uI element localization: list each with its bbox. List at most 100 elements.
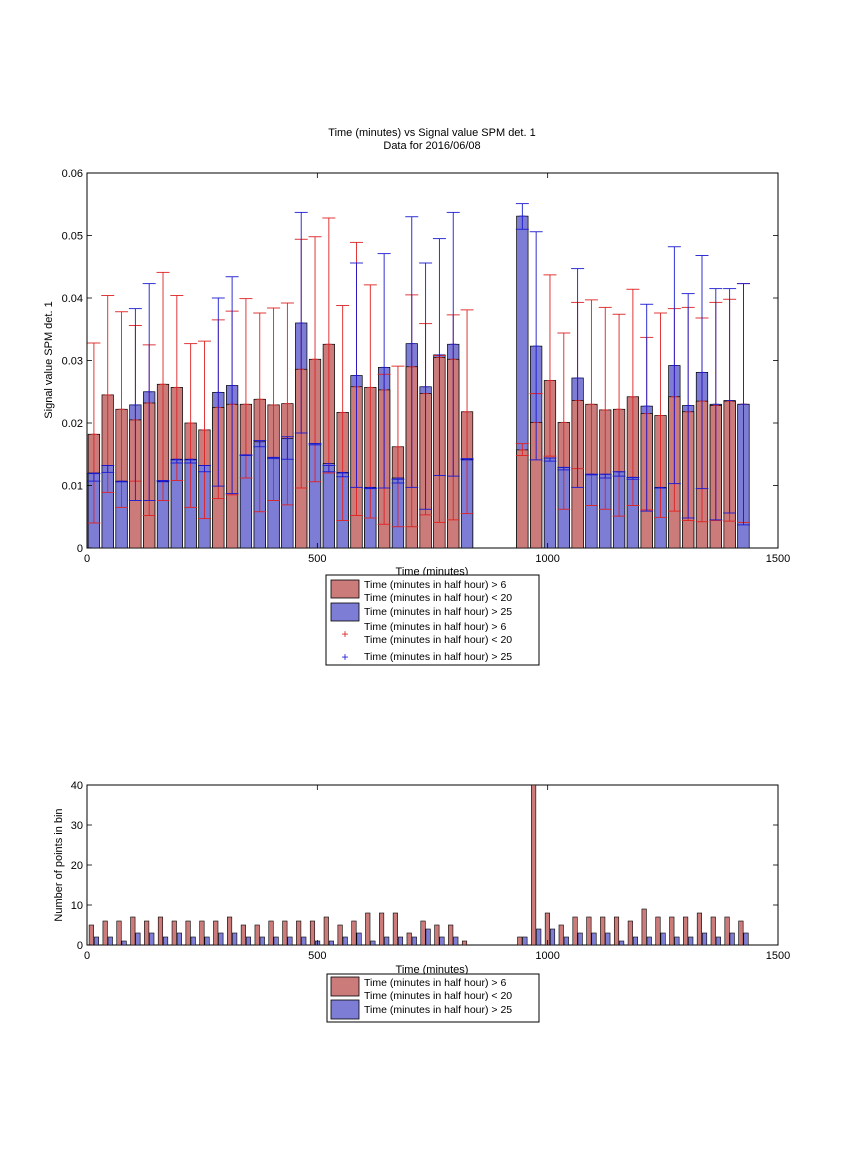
count-bar-s1-42 bbox=[715, 936, 721, 946]
count-bar-s0-6 bbox=[171, 920, 177, 946]
count-bar-s0-14 bbox=[282, 920, 288, 946]
count-bar-s0-44 bbox=[738, 920, 744, 946]
count-bar-s0-29 bbox=[531, 784, 537, 946]
ytick2-label: 0 bbox=[77, 940, 83, 952]
legend-entry-3a: Time (minutes in half hour) > 6 bbox=[364, 621, 506, 633]
ytick2-label: 40 bbox=[71, 780, 83, 792]
y-axis-ticks: 0 0.01 0.02 0.03 0.04 0.05 0.06 bbox=[62, 168, 778, 555]
count-bar-s0-41 bbox=[696, 912, 702, 946]
count-bar-s1-0 bbox=[93, 936, 100, 946]
count-bar-s1-43 bbox=[729, 932, 735, 946]
legend-marker-blue: + bbox=[341, 650, 348, 664]
count-bar-s1-44 bbox=[743, 932, 749, 946]
legend-swatch-red bbox=[330, 579, 360, 599]
count-bar-s1-22 bbox=[397, 936, 404, 946]
count-bar-s1-4 bbox=[149, 932, 155, 946]
count-bar-s1-40 bbox=[688, 936, 694, 946]
count-bar-s0-40 bbox=[683, 916, 689, 946]
count-bar-s0-43 bbox=[724, 916, 730, 946]
count-bar-s0-16 bbox=[309, 920, 316, 946]
xtick2-label: 1000 bbox=[535, 950, 559, 962]
count-bar-s0-7 bbox=[185, 920, 191, 946]
count-bar-s0-10 bbox=[227, 916, 233, 946]
count-bar-s0-28 bbox=[517, 936, 523, 946]
count-bar-s1-26 bbox=[453, 936, 459, 946]
legend2-entry-2: Time (minutes in half hour) < 20 bbox=[364, 990, 512, 1002]
count-bar-s1-5 bbox=[163, 936, 169, 946]
count-bar-s1-18 bbox=[342, 936, 348, 946]
xtick-label: 500 bbox=[308, 553, 326, 565]
ytick2-label: 30 bbox=[71, 820, 83, 832]
count-bar-s1-13 bbox=[273, 936, 279, 946]
legend-swatch-blue-2 bbox=[330, 999, 360, 1020]
count-bar-s0-4 bbox=[144, 920, 150, 946]
ytick2-label: 10 bbox=[71, 900, 83, 912]
legend-entry-3b: Time (minutes in half hour) < 20 bbox=[364, 634, 512, 646]
count-bar-s0-18 bbox=[337, 924, 343, 946]
legend2-entry-1: Time (minutes in half hour) > 6 bbox=[364, 977, 506, 989]
count-bar-s1-39 bbox=[674, 936, 680, 946]
count-bar-s1-19 bbox=[356, 932, 362, 946]
count-bar-s0-38 bbox=[655, 916, 661, 946]
count-bar-s0-23 bbox=[406, 932, 412, 946]
count-bar-s0-25 bbox=[434, 924, 440, 946]
count-bar-s1-28 bbox=[522, 936, 528, 946]
chart-subtitle: Data for 2016/06/08 bbox=[383, 140, 480, 152]
legend-entry-1b: Time (minutes in half hour) < 20 bbox=[364, 592, 512, 604]
legend2-entry-3: Time (minutes in half hour) > 25 bbox=[364, 1004, 512, 1016]
count-bar-s0-37 bbox=[641, 908, 647, 946]
count-bar-s1-10 bbox=[232, 932, 238, 946]
y-axis-label: Signal value SPM det. 1 bbox=[43, 301, 55, 418]
count-bar-s0-32 bbox=[572, 916, 578, 946]
count-bar-s1-6 bbox=[176, 932, 182, 946]
signal-chart: Time (minutes) vs Signal value SPM det. … bbox=[43, 127, 790, 666]
count-bar-s0-8 bbox=[199, 920, 205, 946]
bar-s1-30 bbox=[543, 457, 557, 549]
count-bar-s0-11 bbox=[240, 924, 246, 946]
count-bar-s1-33 bbox=[591, 932, 597, 946]
xtick-label: 1500 bbox=[766, 553, 790, 565]
count-bar-s0-9 bbox=[213, 920, 219, 946]
count-bar-s1-8 bbox=[204, 936, 210, 946]
count-bar-s1-32 bbox=[577, 932, 583, 946]
count-bar-s0-15 bbox=[296, 920, 302, 946]
xtick-label: 0 bbox=[84, 553, 90, 565]
ytick-label: 0.05 bbox=[62, 231, 83, 243]
bar-s0-28 bbox=[516, 449, 529, 549]
count-bar-s1-17 bbox=[328, 940, 334, 946]
count-bar-s1-36 bbox=[632, 936, 638, 946]
x-axis-ticks: 0 500 1000 1500 bbox=[84, 173, 790, 565]
count-bar-s0-42 bbox=[710, 916, 716, 946]
x-axis-label-2: Time (minutes) bbox=[396, 964, 469, 976]
count-bar-s1-41 bbox=[701, 932, 708, 946]
legend-box bbox=[325, 574, 540, 666]
count-bar-s0-1 bbox=[102, 920, 108, 946]
count-bar-s1-9 bbox=[218, 932, 224, 946]
count-bar-s0-27 bbox=[461, 940, 468, 946]
count-bar-s0-24 bbox=[420, 920, 426, 946]
count-bar-s0-19 bbox=[351, 920, 357, 946]
count-bar-s1-38 bbox=[660, 932, 666, 946]
count-bar-s1-37 bbox=[646, 936, 652, 946]
count-bar-s1-25 bbox=[439, 936, 445, 946]
y-axis-ticks-2: 0 10 20 30 40 bbox=[71, 780, 778, 952]
count-bar-s1-2 bbox=[121, 940, 127, 946]
count-bar-s1-11 bbox=[245, 936, 252, 946]
count-bar-s0-17 bbox=[323, 916, 329, 946]
count-bar-s1-29 bbox=[536, 928, 542, 946]
count-bar-s1-12 bbox=[259, 936, 265, 946]
count-bar-s1-21 bbox=[384, 936, 390, 946]
count-bar-s0-20 bbox=[365, 912, 371, 946]
ytick-label: 0.03 bbox=[62, 356, 83, 368]
xtick-label: 1000 bbox=[535, 553, 559, 565]
count-chart: 0 10 20 30 40 0 500 1000 1500 Time (minutes) Nu… bbox=[53, 780, 790, 1023]
count-bar-s0-2 bbox=[116, 920, 122, 946]
legend-box-2 bbox=[326, 973, 540, 1023]
count-bar-s0-35 bbox=[613, 916, 620, 946]
count-bar-s1-30 bbox=[549, 928, 556, 946]
ytick-label: 0 bbox=[77, 543, 83, 555]
legend: Time (minutes in half hour) > 6 Time (mi… bbox=[325, 574, 540, 666]
count-bar-s1-14 bbox=[287, 936, 293, 946]
error-bars bbox=[87, 203, 750, 528]
